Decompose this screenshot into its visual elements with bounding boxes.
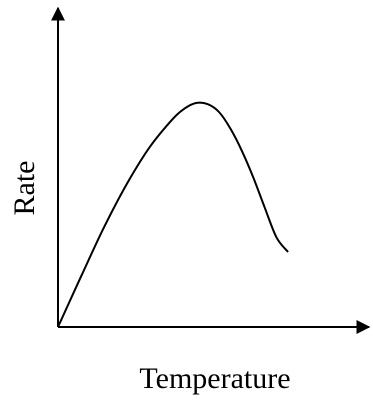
x-axis-label: Temperature [139, 362, 290, 395]
y-axis-label: Rate [8, 161, 41, 216]
series-line [57, 101, 289, 328]
